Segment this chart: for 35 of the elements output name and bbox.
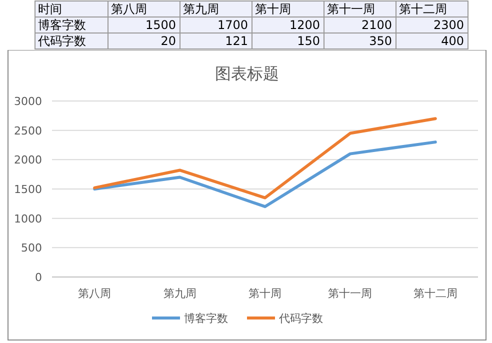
line-series: [93, 140, 437, 208]
x-tick-label: 第十一周: [328, 287, 372, 300]
chart-title: 图表标题: [215, 64, 279, 83]
y-tick-label: 500: [21, 242, 42, 255]
category-label: 第十周: [255, 2, 291, 16]
y-tick-label: 2500: [14, 124, 42, 138]
category-label: 第九周: [183, 2, 219, 16]
data-label: 2100: [361, 18, 392, 32]
y-tick-label: 2000: [14, 154, 42, 167]
data-label: 150: [297, 34, 320, 48]
x-tick-label: 第九周: [163, 287, 196, 300]
series-label: 博客字数: [38, 18, 86, 32]
legend-label: 代码字数: [278, 312, 323, 325]
text: 时间: [38, 2, 62, 16]
category-label: 第八周: [111, 2, 147, 16]
y-tick-label: 1500: [14, 183, 42, 196]
data-label: 2300: [433, 18, 464, 32]
x-tick-label: 第十周: [248, 287, 282, 300]
x-tick-label: 第八周: [78, 287, 112, 300]
data-label: 400: [441, 34, 464, 48]
data-label: 121: [225, 34, 248, 48]
data-label: 1500: [145, 18, 176, 32]
y-tick-label: 0: [35, 271, 42, 284]
data-label: 350: [369, 34, 392, 48]
x-tick-label: 第十二周: [413, 287, 458, 300]
data-label: 20: [160, 34, 176, 48]
category-label: 第十二周: [399, 2, 447, 16]
category-label: 第十一周: [327, 2, 375, 16]
y-tick-label: 3000: [14, 95, 42, 108]
y-tick-label: 1000: [14, 212, 42, 226]
line-series: [93, 117, 437, 200]
text: 代码字数: [37, 34, 86, 48]
data-label: 1200: [289, 18, 320, 32]
data-label: 1700: [217, 18, 248, 32]
legend-label: 博客字数: [184, 312, 228, 325]
